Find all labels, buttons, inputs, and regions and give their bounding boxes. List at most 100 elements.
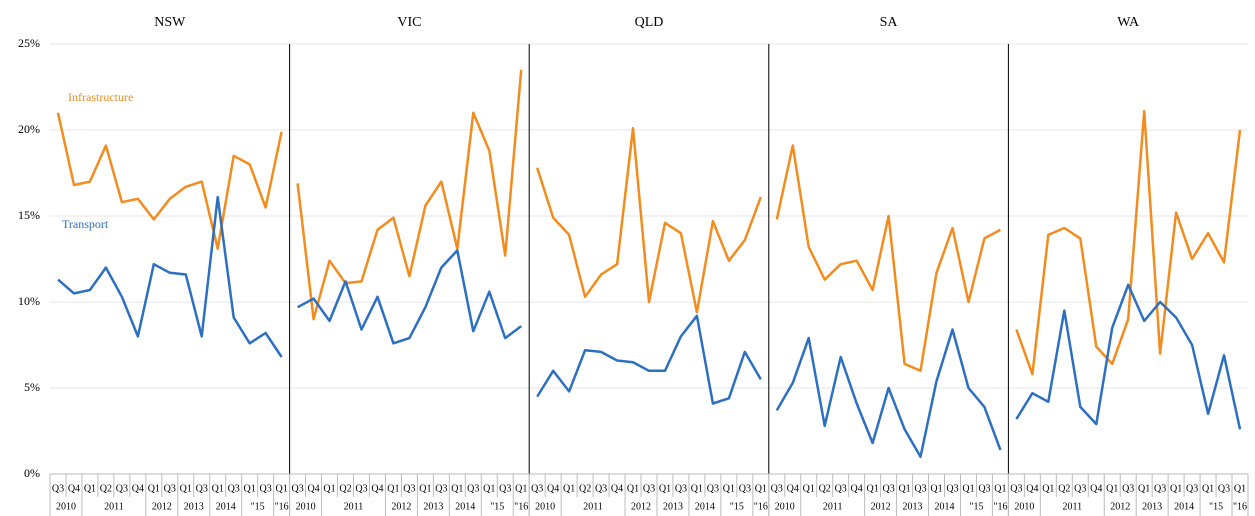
x-tick-label: Q2 [100, 483, 112, 494]
x-tick-label: Q4 [307, 483, 319, 494]
x-tick-label: Q1 [244, 483, 256, 494]
x-tick-label: Q4 [611, 483, 623, 494]
x-tick-label: Q1 [483, 483, 495, 494]
series-line [775, 328, 1002, 459]
x-tick-label: Q1 [1042, 483, 1054, 494]
x-group-label: 2010 [296, 501, 316, 512]
x-group-label: 2010 [775, 501, 795, 512]
x-tick-label: Q1 [1170, 483, 1182, 494]
x-tick-label: Q3 [116, 483, 128, 494]
x-tick-label: Q3 [771, 483, 783, 494]
x-group-label: 2013 [423, 501, 443, 512]
x-tick-label: Q3 [291, 483, 303, 494]
x-group-label: 2012 [1110, 501, 1130, 512]
x-tick-label: Q3 [164, 483, 176, 494]
x-group-label: 2014 [695, 501, 715, 512]
series-line [296, 69, 523, 321]
x-group-label: "15 [730, 501, 744, 512]
x-group-label: 2014 [455, 501, 475, 512]
series-line [1015, 283, 1242, 430]
series-line [57, 195, 283, 358]
y-tick-label: 15% [18, 208, 40, 222]
x-tick-label: Q3 [260, 483, 272, 494]
x-tick-label: Q1 [659, 483, 671, 494]
x-tick-label: Q2 [339, 483, 351, 494]
x-tick-label: Q4 [371, 483, 383, 494]
x-tick-label: Q3 [643, 483, 655, 494]
x-group-label: "15 [490, 501, 504, 512]
y-tick-label: 20% [18, 122, 40, 136]
x-tick-label: Q3 [403, 483, 415, 494]
x-tick-label: Q1 [148, 483, 160, 494]
y-tick-label: 25% [18, 36, 40, 50]
x-tick-label: Q3 [1186, 483, 1198, 494]
x-group-label: 2013 [184, 501, 204, 512]
series-line [297, 249, 522, 345]
x-group-label: 2011 [104, 501, 124, 512]
x-group-label: 2014 [216, 501, 236, 512]
x-tick-label: Q4 [851, 483, 863, 494]
x-tick-label: Q4 [1090, 483, 1102, 494]
x-tick-label: Q4 [547, 483, 559, 494]
x-tick-label: Q3 [595, 483, 607, 494]
x-tick-label: Q1 [387, 483, 399, 494]
panel-title: VIC [397, 15, 421, 30]
x-tick-label: Q1 [930, 483, 942, 494]
x-tick-label: Q1 [994, 483, 1006, 494]
x-tick-label: Q3 [882, 483, 894, 494]
x-tick-label: Q2 [579, 483, 591, 494]
x-tick-label: Q1 [691, 483, 703, 494]
x-group-label: 2012 [631, 501, 651, 512]
x-tick-label: Q3 [914, 483, 926, 494]
x-group-label: 2012 [152, 501, 172, 512]
x-tick-label: Q3 [52, 483, 64, 494]
x-tick-label: Q1 [451, 483, 463, 494]
x-tick-label: Q1 [627, 483, 639, 494]
x-tick-label: Q1 [723, 483, 735, 494]
x-tick-label: Q1 [180, 483, 192, 494]
x-group-label: 2012 [391, 501, 411, 512]
x-group-label: 2014 [1174, 501, 1194, 512]
panel-title: QLD [635, 15, 664, 30]
y-tick-label: 0% [24, 466, 40, 480]
x-tick-label: Q3 [467, 483, 479, 494]
x-tick-label: Q3 [531, 483, 543, 494]
x-tick-label: Q3 [435, 483, 447, 494]
x-tick-label: Q1 [962, 483, 974, 494]
y-tick-label: 10% [18, 294, 40, 308]
x-group-label: "16 [275, 501, 289, 512]
x-tick-label: Q1 [867, 483, 879, 494]
panel-title: SA [880, 15, 899, 30]
x-group-label: "16 [993, 501, 1007, 512]
series-line [775, 144, 1001, 373]
x-tick-label: Q3 [707, 483, 719, 494]
x-tick-label: Q3 [739, 483, 751, 494]
series-label: Transport [62, 217, 109, 231]
x-tick-label: Q1 [212, 483, 224, 494]
x-tick-label: Q1 [755, 483, 767, 494]
panel-title: NSW [154, 15, 186, 30]
x-tick-label: Q1 [84, 483, 96, 494]
x-tick-label: Q4 [132, 483, 144, 494]
x-group-label: "15 [969, 501, 983, 512]
x-tick-label: Q1 [515, 483, 527, 494]
x-tick-label: Q3 [1010, 483, 1022, 494]
series-label: Infrastructure [68, 90, 133, 104]
x-tick-label: Q3 [1122, 483, 1134, 494]
x-tick-label: Q4 [787, 483, 799, 494]
x-tick-label: Q1 [1234, 483, 1246, 494]
x-group-label: "16 [514, 501, 528, 512]
x-group-label: 2010 [1014, 501, 1034, 512]
x-tick-label: Q3 [499, 483, 511, 494]
x-tick-label: Q1 [1106, 483, 1118, 494]
x-group-label: 2012 [871, 501, 891, 512]
x-tick-label: Q3 [978, 483, 990, 494]
x-group-label: 2013 [903, 501, 923, 512]
y-tick-label: 5% [24, 380, 40, 394]
x-group-label: 2010 [56, 501, 76, 512]
x-tick-label: Q1 [803, 483, 815, 494]
x-group-label: "16 [754, 501, 768, 512]
x-group-label: 2013 [1142, 501, 1162, 512]
x-group-label: "16 [1233, 501, 1247, 512]
